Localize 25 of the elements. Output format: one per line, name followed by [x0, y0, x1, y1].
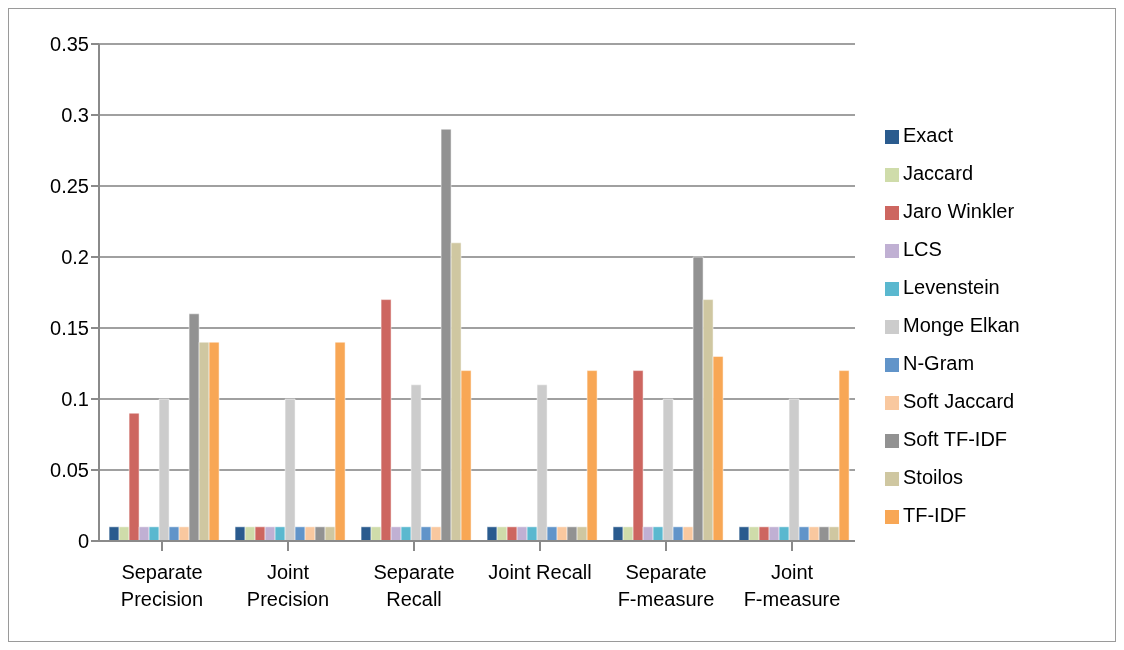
y-tick-label: 0: [77, 530, 89, 553]
legend-label: Monge Elkan: [903, 314, 1020, 336]
x-tick-label: Joint Precision: [246, 561, 330, 610]
y-tick-label: 0.35: [50, 33, 89, 56]
y-tick-label: 0.25: [50, 175, 89, 198]
legend-label: LCS: [903, 238, 942, 260]
y-tick-label: 0.3: [61, 104, 89, 127]
legend-label: TF-IDF: [903, 504, 967, 526]
legend-label: N-Gram: [903, 352, 975, 374]
y-tick-label: 0.1: [61, 388, 89, 411]
legend-label: Jaro Winkler: [903, 200, 1015, 222]
x-tick-label: Separate Recall: [373, 561, 455, 610]
legend-label: Soft TF-IDF: [903, 428, 1008, 450]
legend-label: Soft Jaccard: [903, 390, 1015, 412]
y-tick-label: 0.15: [50, 317, 89, 340]
legend-label: Levenstein: [903, 276, 1000, 298]
x-tick-label: Separate Precision: [120, 561, 204, 610]
legend-label: Jaccard: [903, 162, 974, 184]
legend-label: Stoilos: [903, 466, 964, 488]
x-tick-label: Separate F-measure: [617, 561, 715, 610]
y-tick-label: 0.05: [50, 459, 89, 482]
legend-label: Exact: [903, 124, 954, 146]
y-tick-label: 0.2: [61, 246, 89, 269]
x-tick-label: Joint F-measure: [743, 561, 841, 610]
x-tick-label: Joint Recall: [488, 561, 592, 583]
